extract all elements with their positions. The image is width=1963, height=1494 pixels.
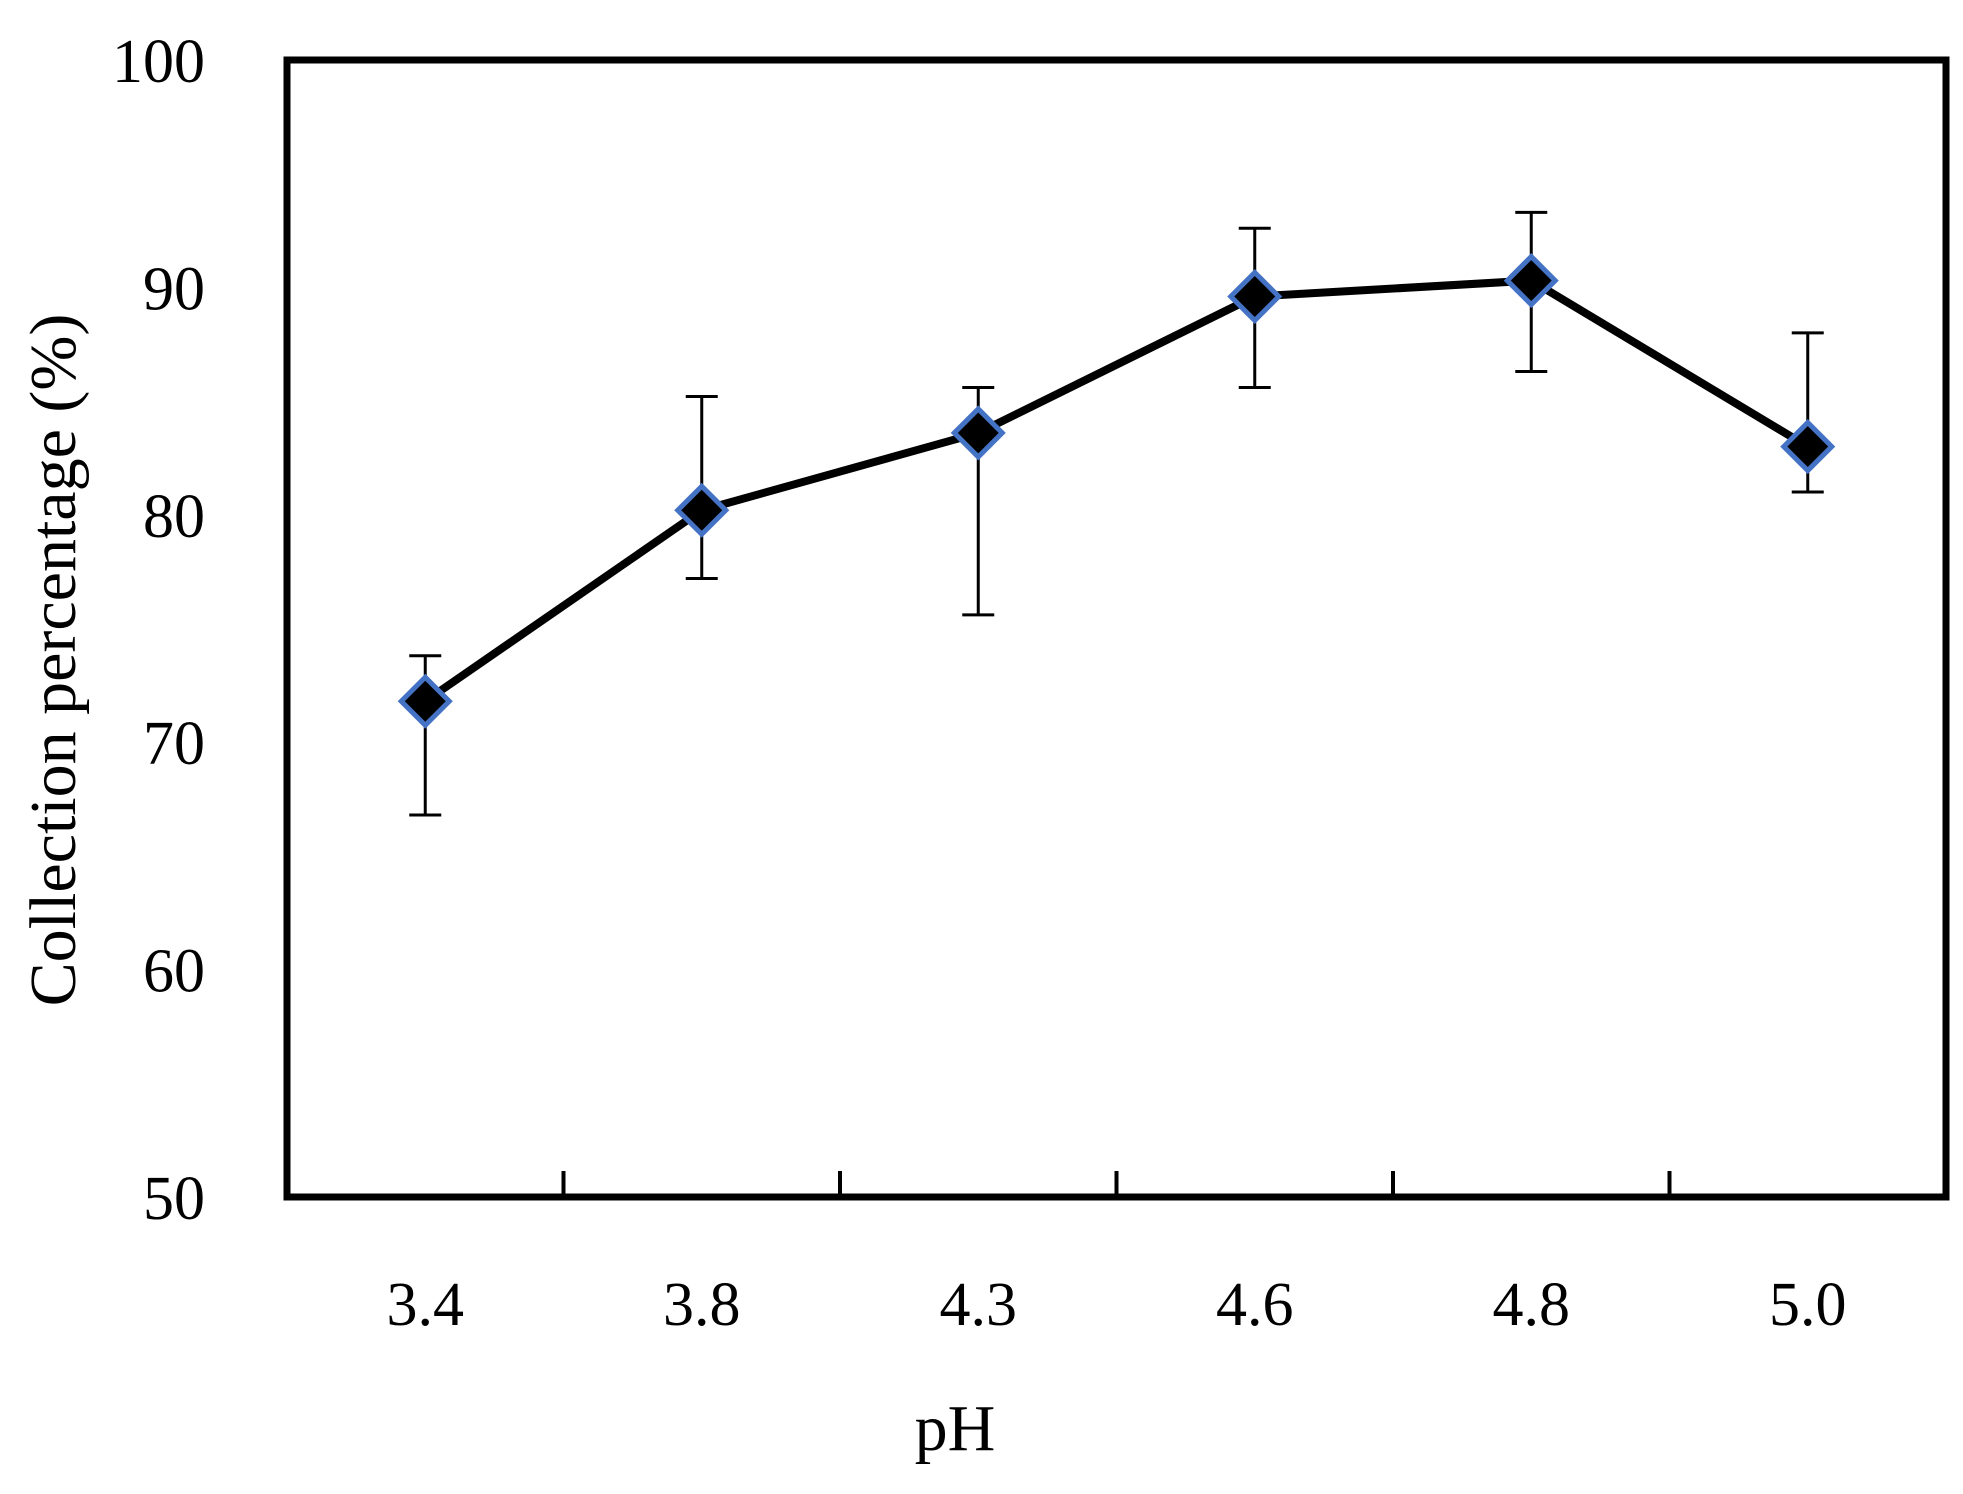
data-point-marker bbox=[950, 405, 1006, 461]
x-tick-label: 4.3 bbox=[940, 1271, 1018, 1339]
y-tick-label: 90 bbox=[143, 255, 205, 323]
x-tick-label: 3.4 bbox=[387, 1271, 465, 1339]
y-tick-label: 50 bbox=[143, 1165, 205, 1233]
y-tick-labels: 50 60 70 80 90 100 bbox=[112, 28, 205, 1233]
y-tick-label: 60 bbox=[143, 938, 205, 1006]
y-tick-label: 100 bbox=[112, 28, 205, 96]
data-point-marker bbox=[1503, 253, 1559, 309]
y-tick-label: 70 bbox=[143, 710, 205, 778]
series-line-group bbox=[422, 276, 1810, 705]
y-tick-label: 80 bbox=[143, 483, 205, 551]
plot-area bbox=[283, 56, 1950, 1201]
x-tick-labels: 3.4 3.8 4.3 4.6 4.8 5.0 bbox=[387, 1271, 1847, 1339]
series-line bbox=[422, 276, 1810, 705]
x-axis-title: pH bbox=[915, 1392, 996, 1465]
data-point-marker bbox=[1227, 268, 1283, 325]
data-point-marker bbox=[397, 673, 453, 729]
data-markers bbox=[397, 253, 1836, 729]
x-tick-label: 4.6 bbox=[1216, 1271, 1294, 1339]
y-axis-title: Collection percentage (%) bbox=[17, 314, 90, 1007]
x-tick-label: 5.0 bbox=[1769, 1271, 1847, 1339]
x-tick-label: 4.8 bbox=[1493, 1271, 1571, 1339]
data-point-marker bbox=[674, 482, 730, 538]
data-point-marker bbox=[1780, 419, 1836, 475]
x-tick-label: 3.8 bbox=[663, 1271, 741, 1339]
x-axis-ticks bbox=[561, 1171, 1672, 1197]
